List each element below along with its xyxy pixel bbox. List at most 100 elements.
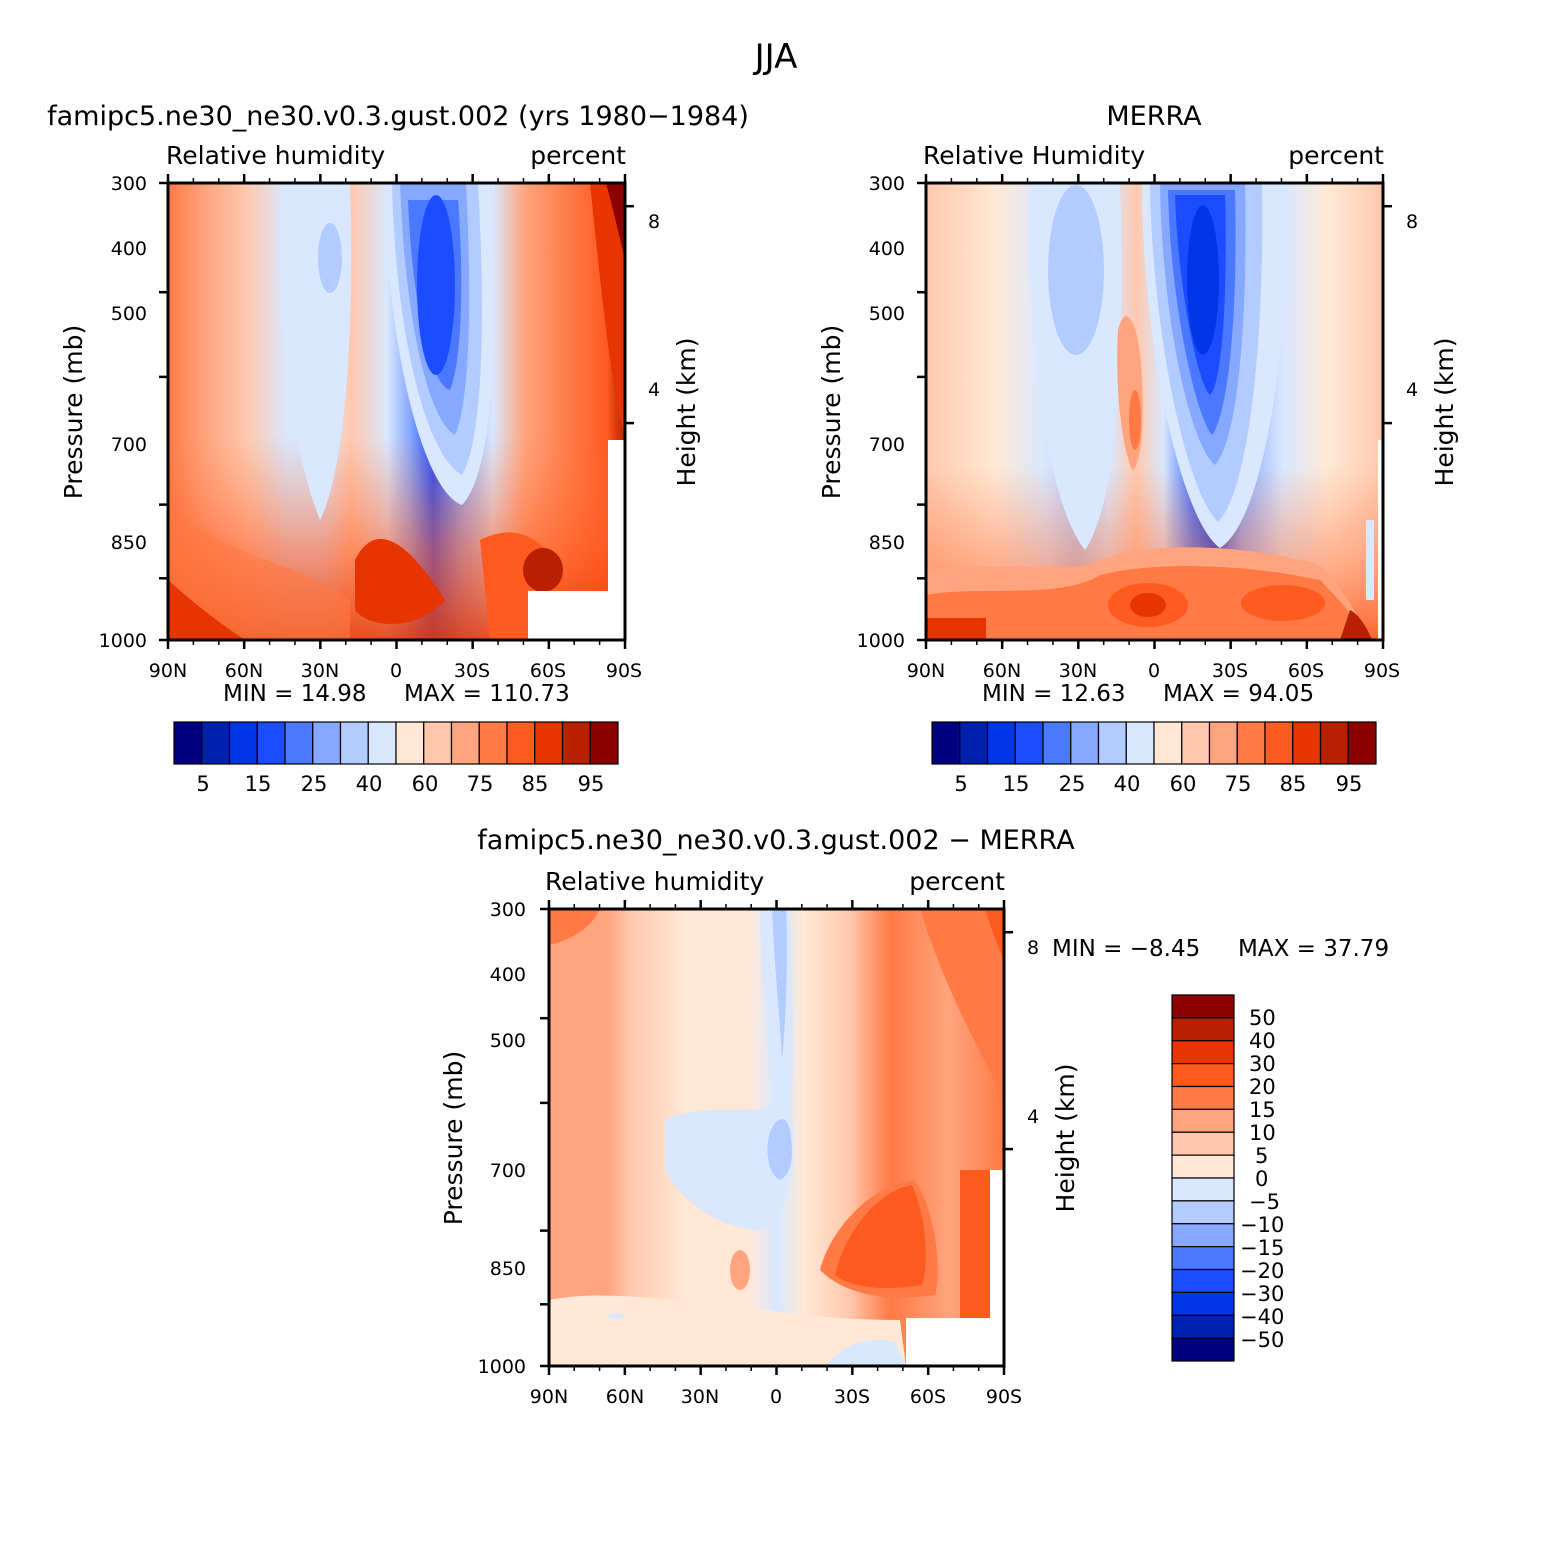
y-tick-label: 500 bbox=[490, 1030, 526, 1052]
colorbar bbox=[1171, 994, 1235, 1362]
colorbar-label: 25 bbox=[1059, 772, 1086, 796]
x-tick-label: 0 bbox=[770, 1386, 782, 1408]
colorbar-box bbox=[1171, 1223, 1235, 1248]
colorbar-box bbox=[284, 721, 314, 765]
colorbar-box bbox=[1347, 721, 1377, 765]
x-tick-label: 60S bbox=[530, 660, 566, 682]
colorbar-box bbox=[312, 721, 342, 765]
colorbar-box bbox=[1125, 721, 1155, 765]
colorbar-box bbox=[1181, 721, 1211, 765]
max-value: MAX = 94.05 bbox=[1163, 681, 1314, 707]
colorbar-box bbox=[1236, 721, 1266, 765]
colorbar-box bbox=[367, 721, 397, 765]
colorbar-label: 5 bbox=[1255, 1144, 1268, 1168]
panel-title: famipc5.ne30_ne30.v0.3.gust.002 (yrs 198… bbox=[47, 101, 749, 132]
y-axis-title: Pressure (mb) bbox=[439, 1051, 468, 1225]
colorbar-label: 15 bbox=[245, 772, 272, 796]
colorbar-box bbox=[931, 721, 961, 765]
colorbar bbox=[173, 721, 619, 765]
x-tick-label: 90N bbox=[530, 1386, 568, 1408]
axis-ticks bbox=[540, 900, 1013, 1375]
colorbar-box bbox=[1171, 1177, 1235, 1202]
colorbar-label: 0 bbox=[1255, 1167, 1268, 1191]
panel-title: MERRA bbox=[1106, 101, 1202, 132]
axis-ticks bbox=[159, 174, 634, 649]
colorbar-box bbox=[1171, 1131, 1235, 1156]
colorbar-label: 15 bbox=[1003, 772, 1030, 796]
colorbar-box bbox=[395, 721, 425, 765]
y2-axis-title: Height (km) bbox=[1430, 338, 1459, 487]
colorbar-label: 95 bbox=[578, 772, 605, 796]
colorbar-box bbox=[256, 721, 286, 765]
y-axis-title: Pressure (mb) bbox=[59, 325, 88, 499]
x-tick-label: 0 bbox=[390, 660, 402, 682]
y-axis-title: Pressure (mb) bbox=[817, 325, 846, 499]
figure-title: JJA bbox=[753, 37, 798, 77]
colorbar-box bbox=[1171, 1291, 1235, 1316]
left-label: Relative humidity bbox=[166, 141, 385, 170]
max-value: MAX = 110.73 bbox=[404, 681, 570, 707]
colorbar-label: 20 bbox=[1249, 1075, 1276, 1099]
colorbar-box bbox=[1097, 721, 1127, 765]
panel-diff: famipc5.ne30_ne30.v0.3.gust.002 − MERRA … bbox=[439, 825, 1389, 1408]
colorbar bbox=[931, 721, 1377, 765]
colorbar-box bbox=[1070, 721, 1100, 765]
y2-axis-title: Height (km) bbox=[1051, 1064, 1080, 1213]
colorbar-label: −5 bbox=[1249, 1190, 1280, 1214]
y-tick-label: 300 bbox=[490, 899, 526, 921]
colorbar-label: −40 bbox=[1240, 1305, 1284, 1329]
colorbar-label: 40 bbox=[1249, 1029, 1276, 1053]
y-tick-label: 700 bbox=[111, 434, 147, 456]
y-tick-label: 850 bbox=[111, 532, 147, 554]
x-tick-label: 30S bbox=[454, 660, 490, 682]
y2-tick-label: 8 bbox=[1027, 937, 1039, 959]
x-tick-label: 0 bbox=[1148, 660, 1160, 682]
right-label: percent bbox=[909, 867, 1005, 896]
colorbar-box bbox=[478, 721, 508, 765]
colorbar-label: 30 bbox=[1249, 1052, 1276, 1076]
y2-axis-title: Height (km) bbox=[672, 338, 701, 487]
y2-tick-label: 4 bbox=[1406, 379, 1418, 401]
x-tick-label: 60N bbox=[606, 1386, 644, 1408]
x-tick-label: 30N bbox=[301, 660, 339, 682]
max-value: MAX = 37.79 bbox=[1238, 936, 1389, 962]
colorbar-label: 75 bbox=[467, 772, 494, 796]
y-tick-label: 700 bbox=[490, 1160, 526, 1182]
contour-field bbox=[168, 183, 625, 640]
colorbar-label: −50 bbox=[1240, 1328, 1284, 1352]
axis-ticks bbox=[917, 174, 1392, 649]
y2-tick-label: 4 bbox=[1027, 1106, 1039, 1128]
y-tick-label: 850 bbox=[490, 1258, 526, 1280]
y-tick-label: 850 bbox=[869, 532, 905, 554]
colorbar-label: 40 bbox=[1114, 772, 1141, 796]
colorbar-label: 85 bbox=[522, 772, 549, 796]
left-label: Relative humidity bbox=[545, 867, 764, 896]
min-value: MIN = 12.63 bbox=[982, 681, 1126, 707]
colorbar-box bbox=[1171, 1063, 1235, 1088]
colorbar-label: 60 bbox=[412, 772, 439, 796]
y-tick-label: 300 bbox=[869, 173, 905, 195]
x-tick-label: 90N bbox=[149, 660, 187, 682]
colorbar-box bbox=[1171, 994, 1235, 1019]
colorbar-label: 75 bbox=[1225, 772, 1252, 796]
x-tick-label: 60S bbox=[1288, 660, 1324, 682]
colorbar-box bbox=[1171, 1314, 1235, 1339]
colorbar-box bbox=[959, 721, 989, 765]
colorbar-box bbox=[1264, 721, 1294, 765]
y-tick-label: 400 bbox=[490, 964, 526, 986]
y-tick-label: 1000 bbox=[99, 630, 147, 652]
x-tick-label: 90S bbox=[606, 660, 642, 682]
colorbar-box bbox=[1319, 721, 1349, 765]
x-tick-label: 30N bbox=[1059, 660, 1097, 682]
colorbar-box bbox=[339, 721, 369, 765]
colorbar-label: −20 bbox=[1240, 1259, 1284, 1283]
y-tick-label: 700 bbox=[869, 434, 905, 456]
panel-title: famipc5.ne30_ne30.v0.3.gust.002 − MERRA bbox=[477, 825, 1075, 856]
x-tick-label: 90N bbox=[907, 660, 945, 682]
y-tick-label: 500 bbox=[869, 303, 905, 325]
x-tick-label: 60S bbox=[910, 1386, 946, 1408]
colorbar-box bbox=[561, 721, 591, 765]
y-tick-label: 1000 bbox=[857, 630, 905, 652]
colorbar-label: 15 bbox=[1249, 1098, 1276, 1122]
